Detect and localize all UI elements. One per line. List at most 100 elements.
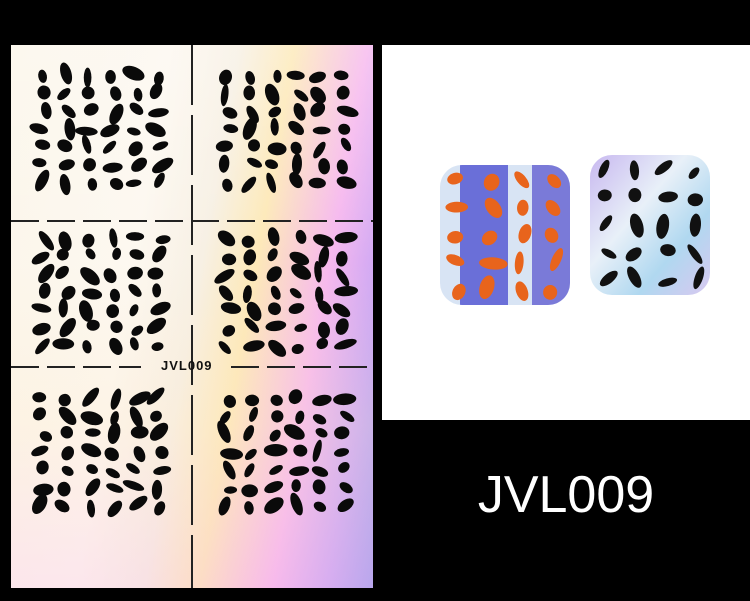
leopard-spot — [598, 159, 610, 178]
leopard-spot — [41, 102, 52, 120]
leopard-spot — [220, 84, 229, 107]
leopard-spot — [58, 406, 77, 426]
leopard-spot — [218, 154, 230, 173]
leopard-spot — [293, 103, 306, 121]
leopard-spot — [688, 167, 700, 179]
leopard-spot — [81, 86, 95, 100]
leopard-spot — [263, 443, 288, 457]
leopard-spot — [312, 479, 326, 495]
leopard-spot — [547, 174, 562, 189]
leopard-spot — [100, 124, 120, 138]
leopard-spot — [270, 285, 281, 300]
nail-left — [440, 165, 570, 305]
leopard-spot — [222, 107, 238, 119]
leopard-spot — [266, 172, 277, 193]
leopard-spot — [152, 245, 167, 263]
leopard-spot — [39, 431, 53, 442]
leopard-spot — [133, 87, 143, 102]
leopard-spot — [336, 268, 350, 287]
leopard-spot — [59, 174, 71, 196]
leopard-spot — [217, 420, 231, 443]
leopard-spot — [290, 492, 303, 516]
leopard-spot — [601, 248, 617, 259]
leopard-spot — [61, 285, 76, 300]
leopard-spot — [693, 266, 705, 290]
leopard-spot — [215, 140, 233, 152]
leopard-spot — [35, 139, 51, 150]
leopard-spot — [31, 251, 50, 265]
leopard-spot — [549, 248, 564, 272]
leopard-spot — [289, 288, 302, 299]
leopard-spot — [110, 320, 123, 333]
leopard-spot — [83, 103, 99, 116]
leopard-spot — [54, 499, 70, 513]
leopard-spot — [316, 337, 329, 350]
leopard-spot — [656, 213, 670, 239]
leopard-spot — [479, 275, 495, 300]
leopard-spot — [243, 85, 256, 101]
leopard-spot — [312, 439, 322, 462]
leopard-spot — [270, 394, 283, 406]
leopard-spot — [83, 67, 92, 88]
leopard-spot — [153, 71, 164, 86]
leopard-spot — [293, 444, 308, 457]
leopard-spot — [336, 85, 350, 100]
leopard-spot — [106, 304, 120, 319]
leopard-spot — [80, 267, 100, 286]
leopard-spot — [104, 447, 119, 462]
leopard-spot — [314, 261, 322, 283]
leopard-spot — [267, 142, 287, 156]
leopard-spot — [32, 407, 47, 421]
leopard-spot — [85, 248, 96, 260]
leopard-spot — [245, 394, 260, 407]
leopard-spot — [445, 201, 469, 213]
leopard-spot — [266, 266, 282, 282]
leopard-spot — [244, 501, 254, 515]
leopard-stencil-grid — [11, 45, 373, 588]
leopard-spot — [36, 460, 49, 475]
leopard-spot — [337, 498, 354, 512]
leopard-spot — [543, 284, 558, 300]
leopard-spot — [338, 123, 351, 135]
leopard-spot — [87, 178, 98, 191]
leopard-spot — [129, 337, 139, 351]
leopard-spot — [484, 197, 503, 218]
leopard-spot — [220, 302, 242, 314]
leopard-spot — [264, 497, 284, 514]
leopard-spot — [336, 251, 348, 267]
leopard-spot — [81, 134, 92, 154]
leopard-spot — [32, 392, 47, 403]
leopard-spot — [447, 230, 464, 244]
leopard-spot — [83, 158, 96, 172]
leopard-spot — [219, 69, 233, 86]
leopard-spot — [244, 463, 255, 478]
leopard-spot — [102, 140, 117, 154]
leopard-spot — [689, 213, 702, 237]
leopard-spot — [295, 410, 305, 425]
leopard-spot — [58, 159, 75, 171]
leopard-spot — [126, 463, 140, 474]
leopard-spot — [269, 429, 281, 442]
leopard-spot — [152, 157, 174, 174]
leopard-spot — [628, 188, 642, 203]
leopard-spot — [82, 233, 95, 248]
leopard-spot — [518, 224, 532, 244]
leopard-spot — [78, 300, 93, 322]
leopard-spot — [446, 254, 465, 266]
leopard-spot — [129, 304, 139, 317]
leopard-spot — [317, 321, 330, 339]
leopard-spot — [629, 213, 644, 238]
leopard-spot — [291, 343, 304, 355]
leopard-spot — [58, 298, 68, 318]
leopard-spot — [288, 120, 304, 136]
leopard-spot — [308, 177, 326, 189]
leopard-spot — [265, 159, 279, 170]
leopard-spot — [87, 499, 96, 518]
leopard-spot — [60, 62, 73, 85]
leopard-spot — [514, 251, 524, 275]
leopard-spot — [145, 122, 166, 138]
leopard-spot — [515, 281, 529, 301]
leopard-spot — [333, 393, 357, 406]
leopard-spot — [310, 86, 326, 104]
leopard-spot — [222, 325, 236, 337]
